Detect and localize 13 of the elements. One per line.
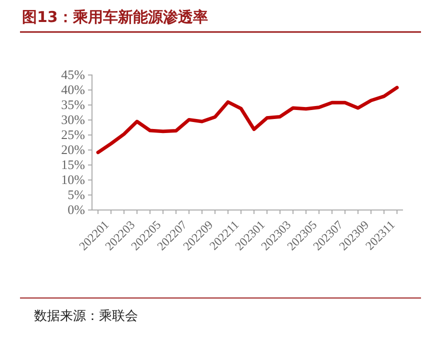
y-tick-label: 25% [61,127,86,142]
source-note: 数据来源：乘联会 [34,309,138,324]
y-tick-label: 10% [61,172,86,188]
line-series [96,86,399,154]
y-tick-label: 0% [68,202,86,218]
y-tick-label: 40% [61,82,86,98]
y-tick-label: 15% [61,157,86,172]
y-tick-label: 5% [68,187,86,202]
chart-title: 图13：乘用车新能源渗透率 [22,8,208,26]
y-tick-label: 35% [61,97,86,112]
y-tick-label: 30% [61,112,86,128]
y-tick-label: 45% [61,67,86,82]
y-tick-label: 20% [61,142,86,158]
